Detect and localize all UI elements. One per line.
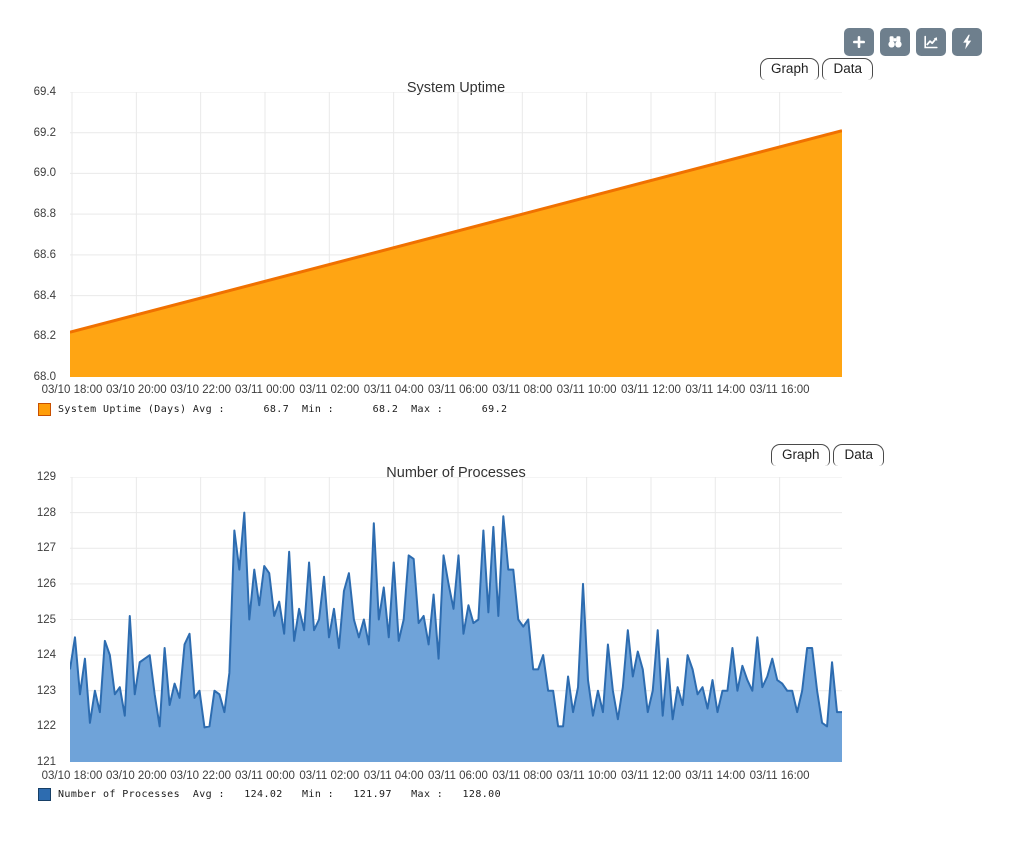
x-tick-label: 03/10 18:00 xyxy=(41,770,103,782)
y-tick-label: 69.2 xyxy=(33,126,56,139)
x-tick-label: 03/11 12:00 xyxy=(621,770,681,782)
plus-icon xyxy=(851,34,867,50)
processes-tabs: Graph Data xyxy=(770,444,884,466)
x-tick-label: 03/10 20:00 xyxy=(105,770,167,782)
x-tick-label: 03/11 16:00 xyxy=(749,384,810,396)
y-tick-label: 68.6 xyxy=(33,248,56,261)
x-tick-label: 03/11 02:00 xyxy=(299,770,360,782)
x-tick-label: 03/11 10:00 xyxy=(556,384,617,396)
uptime-graph-tab[interactable]: Graph xyxy=(759,58,820,80)
y-tick-label: 129 xyxy=(36,471,56,483)
y-tick-label: 68.2 xyxy=(33,330,56,343)
y-tick-label: 126 xyxy=(36,577,56,590)
uptime-legend-text: System Uptime (Days) Avg : 68.7 Min : 68… xyxy=(58,404,508,415)
x-tick-label: 03/11 06:00 xyxy=(428,770,488,782)
y-tick-label: 128 xyxy=(36,506,56,519)
y-tick-label: 68.4 xyxy=(33,289,56,302)
uptime-tabs: Graph Data xyxy=(759,58,873,80)
processes-graph-tab[interactable]: Graph xyxy=(770,444,831,466)
y-tick-label: 121 xyxy=(36,756,56,768)
lightning-icon xyxy=(960,34,974,50)
x-tick-label: 03/10 20:00 xyxy=(105,384,167,396)
binoculars-icon xyxy=(887,34,903,50)
processes-x-axis: 03/10 18:00 03/10 20:00 03/10 22:00 03/11 0… xyxy=(42,770,842,784)
y-tick-label: 127 xyxy=(36,542,56,555)
x-tick-label: 03/10 18:00 xyxy=(41,384,103,396)
x-tick-label: 03/11 02:00 xyxy=(299,384,360,396)
x-tick-label: 03/11 08:00 xyxy=(492,384,553,396)
realtime-button[interactable] xyxy=(952,28,982,56)
search-button[interactable] xyxy=(880,28,910,56)
x-tick-label: 03/11 10:00 xyxy=(556,770,617,782)
graph-view-button[interactable] xyxy=(916,28,946,56)
processes-legend-text: Number of Processes Avg : 124.02 Min : 1… xyxy=(58,789,502,800)
uptime-plot: System Uptime xyxy=(70,80,842,377)
x-tick-label: 03/11 16:00 xyxy=(749,770,810,782)
toolbar xyxy=(844,28,982,56)
uptime-x-axis: 03/10 18:00 03/10 20:00 03/10 22:00 03/11 0… xyxy=(42,384,842,398)
y-tick-label: 69.4 xyxy=(33,86,56,98)
x-tick-label: 03/10 22:00 xyxy=(170,384,232,396)
y-tick-label: 123 xyxy=(36,684,56,697)
x-tick-label: 03/11 00:00 xyxy=(235,384,295,396)
y-tick-label: 69.0 xyxy=(33,167,56,180)
y-tick-label: 124 xyxy=(36,649,56,662)
y-tick-label: 68.8 xyxy=(33,208,56,221)
y-tick-label: 125 xyxy=(36,613,56,626)
processes-data-tab[interactable]: Data xyxy=(833,444,884,466)
y-tick-label: 68.0 xyxy=(33,371,56,383)
uptime-data-tab[interactable]: Data xyxy=(822,58,873,80)
y-tick-label: 122 xyxy=(36,720,56,733)
x-tick-label: 03/11 06:00 xyxy=(428,384,488,396)
x-tick-label: 03/11 04:00 xyxy=(363,770,424,782)
processes-y-axis: 121 122 123 124 125 126 127 128 129 xyxy=(0,471,62,768)
processes-plot: Number of Processes xyxy=(70,465,842,762)
x-tick-label: 03/11 14:00 xyxy=(685,770,746,782)
x-tick-label: 03/11 08:00 xyxy=(492,770,553,782)
x-tick-label: 03/11 04:00 xyxy=(363,384,424,396)
uptime-y-axis: 68.0 68.2 68.4 68.6 68.8 69.0 69.2 69.4 xyxy=(0,86,62,383)
x-tick-label: 03/11 12:00 xyxy=(621,384,681,396)
chart-line-icon xyxy=(923,34,939,50)
processes-legend: Number of Processes Avg : 124.02 Min : 1… xyxy=(38,788,501,801)
processes-legend-swatch xyxy=(38,788,51,801)
add-button[interactable] xyxy=(844,28,874,56)
x-tick-label: 03/11 14:00 xyxy=(685,384,746,396)
x-tick-label: 03/11 00:00 xyxy=(235,770,295,782)
uptime-area-chart[interactable] xyxy=(70,92,842,377)
processes-area-chart[interactable] xyxy=(70,477,842,762)
uptime-legend-swatch xyxy=(38,403,51,416)
uptime-legend: System Uptime (Days) Avg : 68.7 Min : 68… xyxy=(38,403,507,416)
x-tick-label: 03/10 22:00 xyxy=(170,770,232,782)
